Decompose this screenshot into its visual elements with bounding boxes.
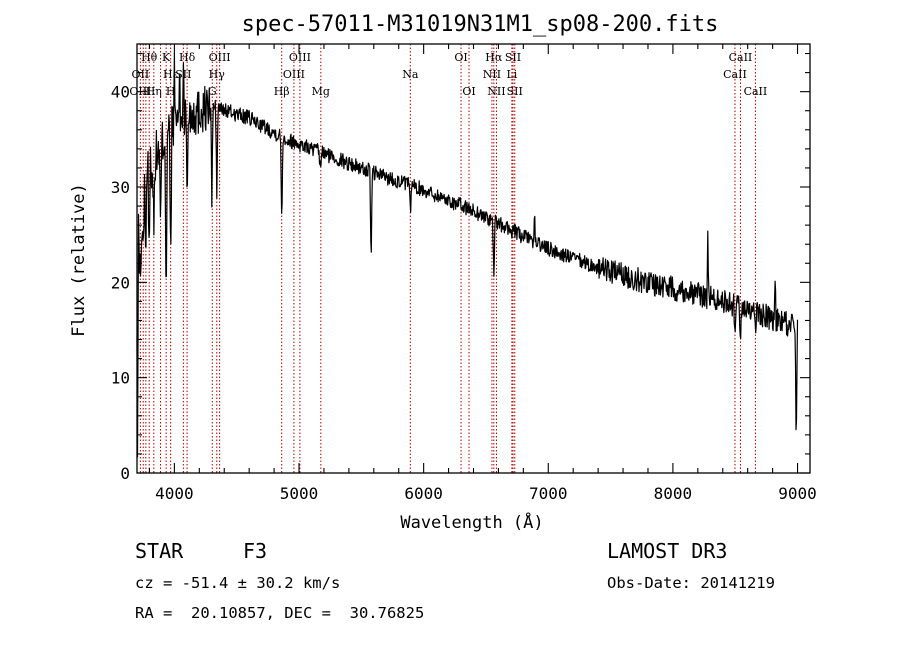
line-label: K — [162, 51, 171, 64]
line-label: Hα — [485, 51, 503, 64]
y-tick-label: 40 — [111, 83, 130, 102]
line-label: OIII — [283, 68, 305, 81]
line-label: NII — [483, 68, 501, 81]
line-label: Hθ — [141, 51, 158, 64]
y-tick-label: 0 — [120, 464, 130, 483]
line-label: OIII — [289, 51, 311, 64]
line-label: G — [208, 85, 217, 98]
sky-coordinates: RA = 20.10857, DEC = 30.76825 — [135, 604, 425, 622]
x-tick-label: 4000 — [155, 484, 194, 503]
line-label: CaII — [729, 51, 753, 64]
x-axis-label: Wavelength (Å) — [400, 511, 543, 533]
line-label: CaII — [744, 85, 768, 98]
chart-title: spec-57011-M31019N31M1_sp08-200.fits — [242, 12, 719, 37]
y-tick-label: 30 — [111, 178, 130, 197]
axis-ticks: 4000 5000 6000 7000 8000 9000 0 10 20 30 40 — [111, 44, 817, 503]
object-class: STAR — [135, 539, 184, 563]
object-subclass: F3 — [243, 539, 268, 563]
y-tick-label: 20 — [111, 273, 130, 292]
line-label: Li — [506, 68, 517, 81]
line-label: SII — [507, 85, 523, 98]
x-tick-label: 7000 — [529, 484, 568, 503]
line-label: OI — [454, 51, 467, 64]
line-label: H — [166, 85, 176, 98]
line-label: OII — [132, 68, 150, 81]
line-label: CaII — [723, 68, 747, 81]
spectral-line-markers — [139, 44, 756, 473]
y-axis-label: Flux (relative) — [69, 183, 89, 337]
line-label: SII — [505, 51, 521, 64]
line-label: OI — [462, 85, 475, 98]
line-label: NII — [487, 85, 505, 98]
x-tick-label: 6000 — [404, 484, 443, 503]
x-tick-label: 8000 — [654, 484, 693, 503]
line-label: Hδ — [179, 51, 196, 64]
redshift-velocity: cz = -51.4 ± 30.2 km/s — [135, 574, 341, 592]
y-tick-label: 10 — [111, 369, 130, 388]
plot-frame — [136, 43, 811, 474]
spectrum-curve — [136, 52, 799, 458]
line-label: Hγ — [209, 68, 226, 81]
line-label: Mg — [312, 85, 330, 98]
line-label: OIII — [209, 51, 231, 64]
x-tick-label: 5000 — [280, 484, 319, 503]
x-tick-label: 9000 — [778, 484, 817, 503]
line-label: Hβ — [274, 85, 290, 98]
observation-date: Obs-Date: 20141219 — [607, 574, 775, 592]
line-label: Hη — [146, 85, 162, 98]
survey-name: LAMOST DR3 — [607, 539, 728, 563]
line-label: Na — [402, 68, 419, 81]
